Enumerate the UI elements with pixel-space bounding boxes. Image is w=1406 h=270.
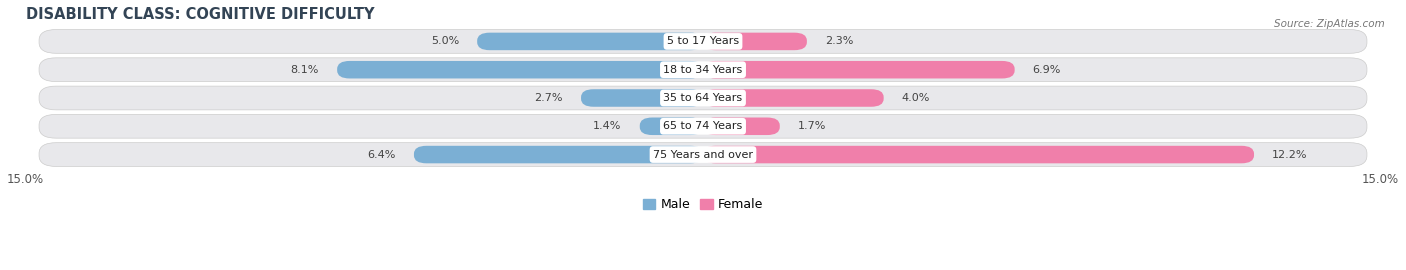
Text: 12.2%: 12.2% <box>1272 150 1308 160</box>
FancyBboxPatch shape <box>703 33 807 50</box>
Text: 2.7%: 2.7% <box>534 93 562 103</box>
Text: 75 Years and over: 75 Years and over <box>652 150 754 160</box>
Text: 1.4%: 1.4% <box>593 121 621 131</box>
FancyBboxPatch shape <box>413 146 703 163</box>
FancyBboxPatch shape <box>703 117 780 135</box>
Text: 18 to 34 Years: 18 to 34 Years <box>664 65 742 75</box>
Text: 35 to 64 Years: 35 to 64 Years <box>664 93 742 103</box>
Text: 1.7%: 1.7% <box>797 121 827 131</box>
Text: 65 to 74 Years: 65 to 74 Years <box>664 121 742 131</box>
FancyBboxPatch shape <box>703 89 883 107</box>
Text: Source: ZipAtlas.com: Source: ZipAtlas.com <box>1274 19 1385 29</box>
Text: DISABILITY CLASS: COGNITIVE DIFFICULTY: DISABILITY CLASS: COGNITIVE DIFFICULTY <box>25 7 374 22</box>
Legend: Male, Female: Male, Female <box>638 193 768 216</box>
FancyBboxPatch shape <box>39 58 1367 82</box>
FancyBboxPatch shape <box>337 61 703 79</box>
FancyBboxPatch shape <box>703 61 1015 79</box>
Text: 2.3%: 2.3% <box>825 36 853 46</box>
FancyBboxPatch shape <box>477 33 703 50</box>
Text: 6.4%: 6.4% <box>367 150 396 160</box>
Text: 5.0%: 5.0% <box>430 36 460 46</box>
Text: 5 to 17 Years: 5 to 17 Years <box>666 36 740 46</box>
Text: 6.9%: 6.9% <box>1033 65 1062 75</box>
Text: 4.0%: 4.0% <box>901 93 931 103</box>
FancyBboxPatch shape <box>581 89 703 107</box>
FancyBboxPatch shape <box>703 146 1254 163</box>
FancyBboxPatch shape <box>640 117 703 135</box>
FancyBboxPatch shape <box>39 86 1367 110</box>
FancyBboxPatch shape <box>39 29 1367 53</box>
FancyBboxPatch shape <box>39 114 1367 138</box>
FancyBboxPatch shape <box>39 143 1367 166</box>
Text: 8.1%: 8.1% <box>291 65 319 75</box>
